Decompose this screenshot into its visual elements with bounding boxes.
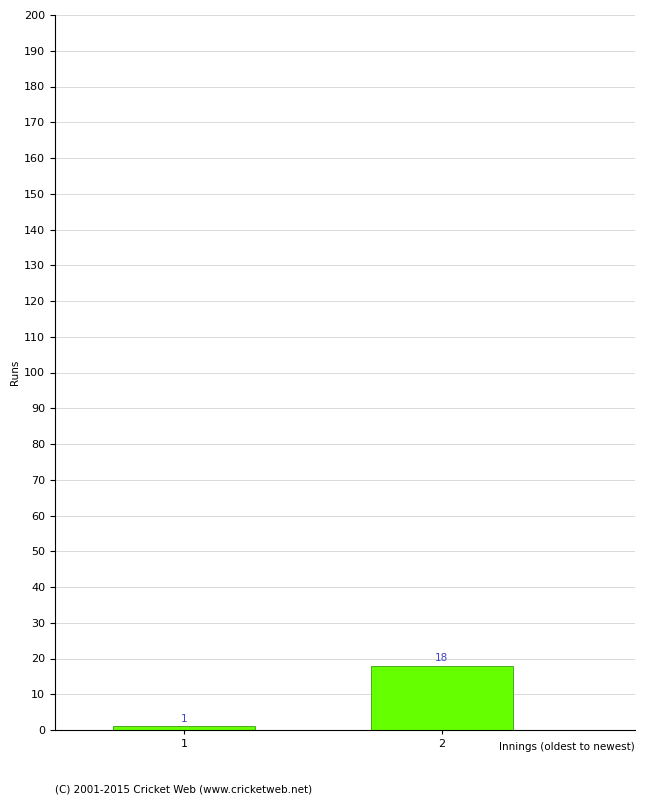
Text: Innings (oldest to newest): Innings (oldest to newest) — [499, 742, 635, 752]
Text: 1: 1 — [181, 714, 187, 723]
Bar — [370, 666, 513, 730]
Bar — [113, 726, 255, 730]
Text: 18: 18 — [435, 653, 448, 662]
Text: (C) 2001-2015 Cricket Web (www.cricketweb.net): (C) 2001-2015 Cricket Web (www.cricketwe… — [55, 785, 312, 795]
Y-axis label: Runs: Runs — [10, 360, 20, 385]
